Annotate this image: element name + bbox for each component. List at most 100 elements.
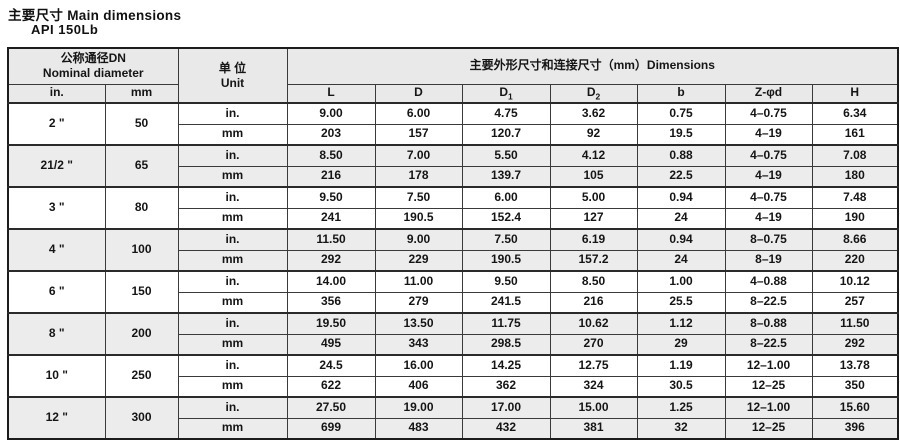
value-cell: 432: [461, 417, 551, 440]
size-cell-in: 12 ": [7, 396, 106, 440]
value-cell: 4–0.75: [724, 102, 813, 125]
value-cell: 24: [636, 207, 726, 230]
col-header-L: L: [286, 83, 376, 104]
size-cell-in: 6 ": [7, 270, 106, 314]
value-cell: 14.00: [286, 270, 376, 293]
value-cell: 19.5: [636, 123, 726, 146]
value-cell: 622: [286, 375, 376, 398]
size-cell-in: 10 ": [7, 354, 106, 398]
value-cell: 0.88: [636, 144, 726, 167]
page-title: 主要尺寸 Main dimensions: [8, 8, 182, 23]
value-cell: 11.50: [811, 312, 899, 335]
table-row: 21/2 " 65 in. 8.50 7.00 5.50 4.12 0.88 4…: [7, 144, 899, 188]
table-row: 10 " 250 in. 24.5 16.00 14.25 12.75 1.19…: [7, 354, 899, 398]
value-cell: 8–22.5: [724, 333, 813, 356]
value-cell: 190.5: [374, 207, 463, 230]
header-row-sub: in. mm L D D1 D2 b Z-φd H: [7, 83, 899, 104]
unit-cell: mm: [177, 123, 288, 146]
value-cell: 7.50: [374, 186, 463, 209]
unit-cell: in.: [177, 270, 288, 293]
value-cell: 11.75: [461, 312, 551, 335]
value-cell: 22.5: [636, 165, 726, 188]
value-cell: 13.78: [811, 354, 899, 377]
table-row: 4 " 100 in. 11.50 9.00 7.50 6.19 0.94 8–…: [7, 228, 899, 272]
value-cell: 4–19: [724, 207, 813, 230]
col-header-D2: D2: [549, 83, 638, 104]
value-cell: 120.7: [461, 123, 551, 146]
table-row: 8 " 200 in. 19.50 13.50 11.75 10.62 1.12…: [7, 312, 899, 356]
value-cell: 216: [549, 291, 638, 314]
value-cell: 4–0.88: [724, 270, 813, 293]
value-cell: 161: [811, 123, 899, 146]
unit-cell: in.: [177, 102, 288, 125]
value-cell: 8.50: [286, 144, 376, 167]
dimensions-header-cell: 主要外形尺寸和连接尺寸（mm）Dimensions: [286, 47, 899, 85]
unit-header-cell: 单 位 Unit: [177, 47, 288, 104]
value-cell: 298.5: [461, 333, 551, 356]
unit-cell: in.: [177, 312, 288, 335]
size-cell-mm: 200: [104, 312, 179, 356]
size-cell-mm: 250: [104, 354, 179, 398]
table-row: 2 " 50 in. 9.00 6.00 4.75 3.62 0.75 4–0.…: [7, 102, 899, 146]
value-cell: 6.00: [461, 186, 551, 209]
unit-header-en: Unit: [220, 75, 245, 90]
value-cell: 180: [811, 165, 899, 188]
value-cell: 27.50: [286, 396, 376, 419]
value-cell: 157.2: [549, 249, 638, 272]
value-cell: 381: [549, 417, 638, 440]
col-header-D1: D1: [461, 83, 551, 104]
value-cell: 16.00: [374, 354, 463, 377]
value-cell: 1.19: [636, 354, 726, 377]
unit-cell: in.: [177, 228, 288, 251]
value-cell: 92: [549, 123, 638, 146]
value-cell: 8–0.75: [724, 228, 813, 251]
unit-cell: mm: [177, 291, 288, 314]
value-cell: 12–1.00: [724, 354, 813, 377]
value-cell: 15.60: [811, 396, 899, 419]
value-cell: 356: [286, 291, 376, 314]
col-header-H: H: [811, 83, 899, 104]
size-cell-in: 21/2 ": [7, 144, 106, 188]
col-header-D: D: [374, 83, 463, 104]
value-cell: 24.5: [286, 354, 376, 377]
value-cell: 241: [286, 207, 376, 230]
size-cell-mm: 80: [104, 186, 179, 230]
value-cell: 10.62: [549, 312, 638, 335]
value-cell: 4–0.75: [724, 186, 813, 209]
value-cell: 292: [811, 333, 899, 356]
value-cell: 8.66: [811, 228, 899, 251]
value-cell: 343: [374, 333, 463, 356]
dimensions-table: 公称通径DN Nominal diameter 单 位 Unit 主要外形尺寸和…: [7, 47, 900, 440]
value-cell: 216: [286, 165, 376, 188]
value-cell: 292: [286, 249, 376, 272]
value-cell: 324: [549, 375, 638, 398]
dn-header-cell: 公称通径DN Nominal diameter: [7, 47, 179, 85]
value-cell: 1.25: [636, 396, 726, 419]
unit-cell: in.: [177, 144, 288, 167]
value-cell: 1.00: [636, 270, 726, 293]
size-cell-mm: 50: [104, 102, 179, 146]
value-cell: 0.94: [636, 228, 726, 251]
table-row: mm 216 178 139.7 105 22.5 4–19 180: [8, 165, 899, 188]
value-cell: 270: [549, 333, 638, 356]
value-cell: 7.50: [461, 228, 551, 251]
value-cell: 139.7: [461, 165, 551, 188]
size-cell-mm: 150: [104, 270, 179, 314]
table-row: 3 " 80 in. 9.50 7.50 6.00 5.00 0.94 4–0.…: [7, 186, 899, 230]
value-cell: 157: [374, 123, 463, 146]
value-cell: 6.00: [374, 102, 463, 125]
value-cell: 9.50: [461, 270, 551, 293]
value-cell: 4.75: [461, 102, 551, 125]
table-row: mm 356 279 241.5 216 25.5 8–22.5 257: [8, 291, 899, 314]
size-cell-in: 2 ": [7, 102, 106, 146]
value-cell: 396: [811, 417, 899, 440]
value-cell: 10.12: [811, 270, 899, 293]
value-cell: 6.19: [549, 228, 638, 251]
value-cell: 152.4: [461, 207, 551, 230]
value-cell: 6.34: [811, 102, 899, 125]
dn-header-en: Nominal diameter: [42, 66, 144, 81]
unit-cell: mm: [177, 375, 288, 398]
value-cell: 220: [811, 249, 899, 272]
value-cell: 190.5: [461, 249, 551, 272]
value-cell: 29: [636, 333, 726, 356]
